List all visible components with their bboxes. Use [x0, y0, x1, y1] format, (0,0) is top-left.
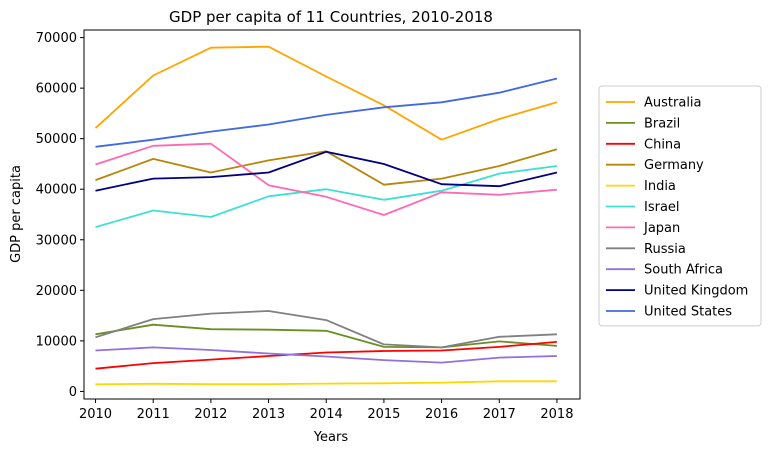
- axes: 2010 2011 2012 2013 2014 2015 2016 2017 2018 0 100…: [36, 29, 581, 422]
- x-tick-label: 2017: [483, 407, 516, 422]
- series-line-russia: [95, 310, 557, 349]
- legend-label-united-states: United States: [644, 305, 732, 320]
- series-line-china: [95, 341, 557, 370]
- series-line-israel: [95, 165, 558, 228]
- series-line-germany: [95, 148, 558, 186]
- legend-box: [598, 85, 762, 327]
- legend-label-israel: Israel: [644, 200, 680, 215]
- series-line-united-kingdom: [95, 150, 558, 192]
- y-tick-label: 10000: [36, 334, 77, 349]
- series-line-united-states: [95, 77, 558, 148]
- x-tick-label: 2011: [137, 407, 170, 422]
- legend-label-australia: Australia: [644, 96, 702, 111]
- y-tick-label: 30000: [36, 233, 77, 248]
- legend-label-russia: Russia: [644, 242, 686, 257]
- legend-label-united-kingdom: United Kingdom: [644, 284, 748, 299]
- x-tick-label: 2012: [194, 407, 227, 422]
- plot-frame: [83, 29, 581, 400]
- y-axis-label: GDP per capita: [9, 165, 24, 263]
- x-tick-label: 2016: [425, 407, 458, 422]
- series-line-india: [95, 380, 557, 386]
- y-tick-label: 0: [69, 385, 77, 400]
- chart-title: GDP per capita of 11 Countries, 2010-201…: [169, 8, 493, 26]
- series-line-brazil: [95, 323, 557, 349]
- y-tick-label: 50000: [36, 132, 77, 147]
- series-line-south-africa: [95, 346, 557, 364]
- legend: Australia Brazil China Germany India Israel Ja…: [598, 85, 762, 327]
- y-tick-label: 20000: [36, 284, 77, 299]
- x-axis-label: Years: [313, 430, 349, 445]
- x-tick-label: 2014: [310, 407, 343, 422]
- legend-label-japan: Japan: [643, 221, 680, 236]
- legend-label-brazil: Brazil: [644, 116, 680, 131]
- series-lines: [94, 45, 558, 386]
- legend-label-china: China: [644, 137, 681, 152]
- series-line-japan: [95, 142, 557, 216]
- series-line-australia: [94, 45, 558, 141]
- legend-label-germany: Germany: [644, 158, 704, 173]
- legend-label-india: India: [644, 179, 676, 194]
- y-tick-label: 60000: [36, 82, 77, 97]
- y-tick-label: 40000: [36, 183, 77, 198]
- x-tick-label: 2013: [252, 407, 285, 422]
- y-tick-label: 70000: [36, 31, 77, 46]
- x-tick-label: 2010: [79, 407, 112, 422]
- x-tick-label: 2015: [367, 407, 400, 422]
- legend-label-south-africa: South Africa: [644, 263, 723, 278]
- x-tick-label: 2018: [540, 407, 573, 422]
